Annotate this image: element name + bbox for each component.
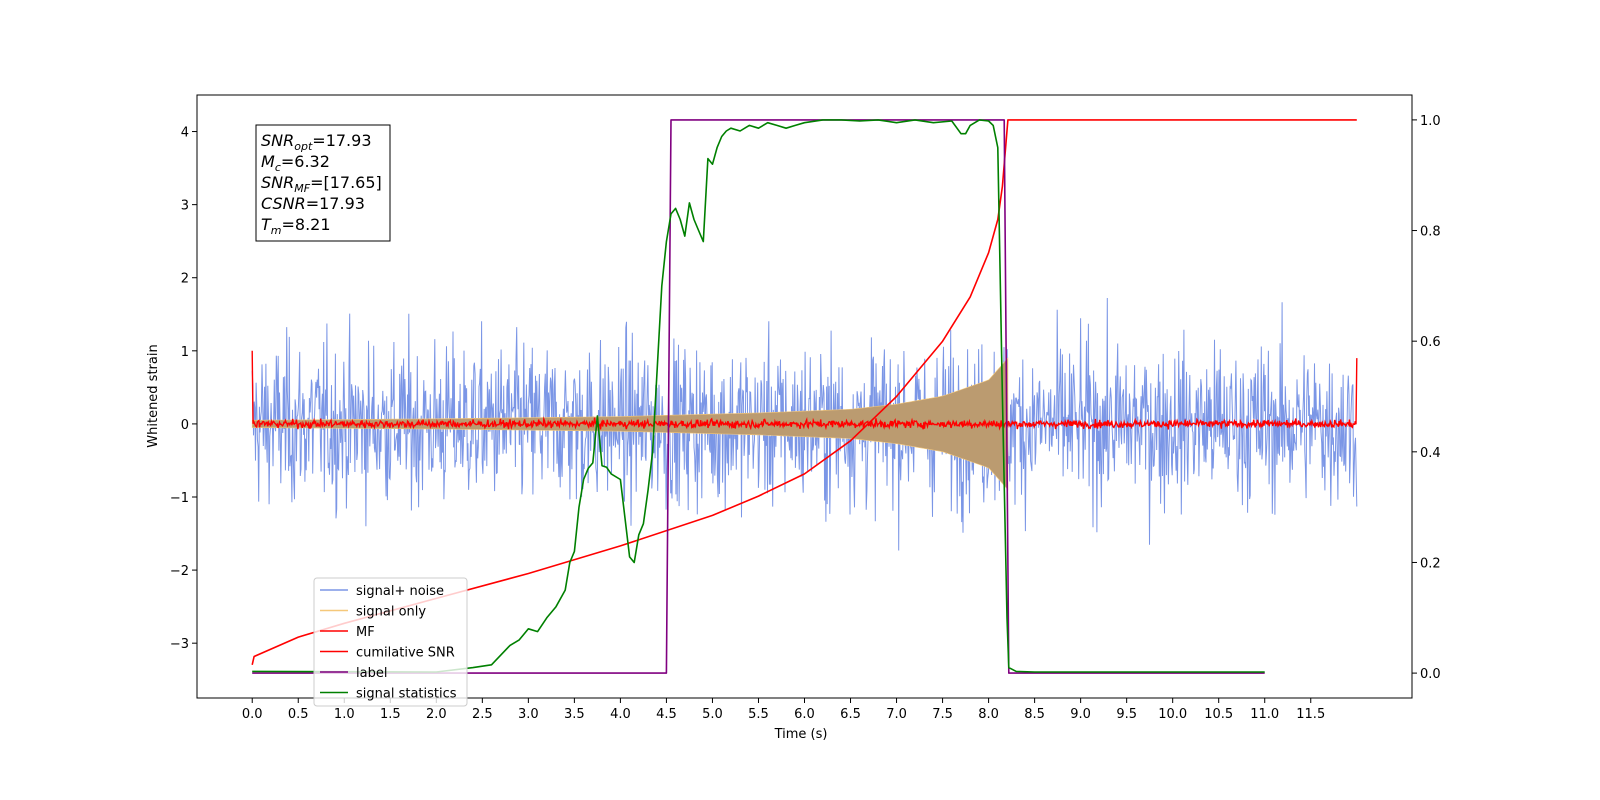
- series-mf: [251, 350, 1358, 431]
- x-tick-label: 2.0: [426, 707, 447, 722]
- y2-tick-label: 0.4: [1420, 446, 1441, 461]
- x-tick-label: 5.5: [748, 707, 769, 722]
- x-tick-label: 8.0: [978, 707, 999, 722]
- info-symbol: M: [261, 152, 275, 171]
- info-line: SNRopt=17.93: [261, 131, 372, 153]
- y-tick-label: 0: [181, 418, 189, 433]
- series-signal-statistics: [252, 119, 1265, 673]
- y2-tick-label: 0.2: [1420, 556, 1441, 571]
- info-symbol: SNR: [261, 131, 294, 150]
- x-axis-label: Time (s): [774, 727, 828, 742]
- y-tick-label: 3: [181, 199, 189, 214]
- x-tick-label: 7.5: [932, 707, 953, 722]
- legend-label: signal+ noise: [356, 584, 444, 599]
- x-axis: 0.0 0.5 1.0 1.5 2.0 2.5 3.0 3.5 4.0 4.5 5.0 5.5 6.0 6…: [242, 698, 1325, 722]
- legend-label: cumilative SNR: [356, 646, 455, 661]
- x-tick-label: 9.5: [1116, 707, 1137, 722]
- x-tick-label: 0.0: [242, 707, 263, 722]
- legend-label: signal statistics: [356, 687, 457, 702]
- y-axis-label: Whitened strain: [146, 344, 161, 447]
- info-subscript: c: [275, 161, 281, 174]
- y-axis-right: 0.0 0.2 0.4 0.6 0.8 1.0: [1412, 114, 1441, 682]
- info-line: SNRMF=[17.65]: [261, 173, 382, 195]
- info-symbol: CSNR: [261, 194, 306, 213]
- y2-tick-label: 1.0: [1420, 114, 1441, 129]
- y2-tick-label: 0.8: [1420, 225, 1441, 240]
- x-tick-label: 1.0: [334, 707, 355, 722]
- x-tick-label: 5.0: [702, 707, 723, 722]
- info-line: CSNR=17.93: [261, 194, 365, 213]
- info-subscript: m: [271, 224, 282, 237]
- info-value: =[17.65]: [310, 173, 382, 192]
- y-tick-label: 2: [181, 272, 189, 287]
- y-tick-label: −2: [170, 564, 189, 579]
- x-tick-label: 4.5: [656, 707, 677, 722]
- info-value: =8.21: [282, 215, 331, 234]
- legend-frame: [313, 577, 468, 707]
- y-axis-left: −3 −2 −1 0 1 2 3 4: [170, 126, 197, 652]
- x-tick-label: 8.5: [1024, 707, 1045, 722]
- info-symbol: SNR: [261, 173, 294, 192]
- legend-label: MF: [356, 625, 375, 640]
- info-subscript: MF: [294, 182, 310, 195]
- x-tick-label: 10.0: [1158, 707, 1187, 722]
- x-tick-label: 3.5: [564, 707, 585, 722]
- y-tick-label: 4: [181, 126, 189, 141]
- legend-label: label: [356, 666, 387, 681]
- info-value: =17.93: [312, 131, 371, 150]
- y2-tick-label: 0.6: [1420, 335, 1441, 350]
- x-tick-label: 7.0: [886, 707, 907, 722]
- info-box: SNRopt=17.93Mc=6.32SNRMF=[17.65]CSNR=17.…: [255, 124, 391, 242]
- x-tick-label: 0.5: [288, 707, 309, 722]
- info-box-frame: [255, 124, 391, 242]
- x-tick-label: 3.0: [518, 707, 539, 722]
- info-line: Mc=6.32: [261, 152, 330, 174]
- x-tick-label: 10.5: [1204, 707, 1233, 722]
- y2-tick-label: 0.0: [1420, 667, 1441, 682]
- info-symbol: T: [261, 215, 272, 234]
- x-tick-label: 9.0: [1070, 707, 1091, 722]
- info-value: =17.93: [306, 194, 365, 213]
- y-tick-label: −1: [170, 491, 189, 506]
- series-layer: [251, 119, 1358, 674]
- x-tick-label: 11.5: [1296, 707, 1325, 722]
- legend: signal+ noise signal only MF cumilative SNR…: [313, 577, 468, 707]
- info-line: Tm=8.21: [261, 215, 331, 237]
- x-tick-label: 4.0: [610, 707, 631, 722]
- x-tick-label: 11.0: [1250, 707, 1279, 722]
- x-tick-label: 1.5: [380, 707, 401, 722]
- info-value: =6.32: [281, 152, 330, 171]
- x-tick-label: 2.5: [472, 707, 493, 722]
- legend-label: signal only: [356, 605, 426, 620]
- y-tick-label: −3: [170, 637, 189, 652]
- x-tick-label: 6.5: [840, 707, 861, 722]
- info-subscript: opt: [294, 140, 313, 153]
- x-tick-label: 6.0: [794, 707, 815, 722]
- y-tick-label: 1: [181, 345, 189, 360]
